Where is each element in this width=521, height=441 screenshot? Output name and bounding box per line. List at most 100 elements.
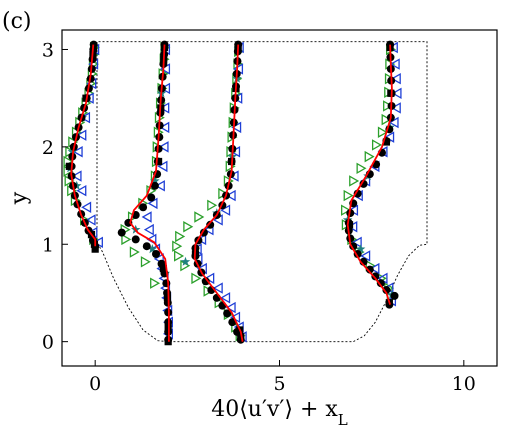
triangle-right-marker <box>121 233 132 246</box>
triangle-left-marker <box>81 201 92 213</box>
y-tick-label: 0 <box>42 332 54 354</box>
triangle-left-marker <box>212 282 223 294</box>
circle-marker <box>147 193 156 202</box>
triangle-right-marker <box>377 126 388 138</box>
star-marker <box>147 244 158 254</box>
profile-3 <box>341 40 402 309</box>
triangle-left-marker <box>390 72 401 85</box>
circle-marker <box>139 203 148 212</box>
axes: 0 5 10 0 1 2 3 <box>42 29 498 395</box>
triangle-left-marker <box>157 160 168 173</box>
triangle-right-marker <box>175 230 186 243</box>
circle-marker <box>236 335 245 344</box>
triangle-left-marker <box>143 223 154 236</box>
circle-marker <box>359 179 368 188</box>
triangle-right-marker <box>381 113 392 126</box>
triangle-left-marker <box>369 262 380 275</box>
triangle-left-marker <box>388 116 399 129</box>
triangle-right-marker <box>364 150 375 163</box>
triangle-left-marker <box>390 102 401 114</box>
star-marker <box>355 244 366 254</box>
x-tick-label: 5 <box>273 373 285 395</box>
triangle-left-marker <box>141 211 152 223</box>
star-marker <box>150 176 160 185</box>
plot-area <box>63 40 428 346</box>
triangle-right-marker <box>172 240 183 252</box>
triangle-left-marker <box>391 87 402 100</box>
triangle-right-marker <box>371 139 382 151</box>
triangle-left-marker <box>72 146 83 158</box>
triangle-left-marker <box>160 82 171 95</box>
circle-marker <box>163 288 172 297</box>
triangle-right-marker <box>349 175 360 187</box>
y-tick-label: 2 <box>42 137 54 159</box>
triangle-right-marker <box>129 246 140 258</box>
circle-marker <box>390 291 399 300</box>
profile-line <box>129 44 170 342</box>
triangle-right-marker <box>183 221 194 233</box>
circle-marker <box>142 242 151 251</box>
circle-marker <box>376 279 385 288</box>
circle-marker <box>382 286 391 295</box>
circle-marker <box>206 220 215 229</box>
profile-0 <box>63 40 103 253</box>
square-marker <box>163 294 172 302</box>
triangle-left-marker <box>71 170 82 182</box>
circle-marker <box>89 40 98 49</box>
panel-label: (c) <box>2 9 32 34</box>
x-tick-label: 10 <box>452 373 476 395</box>
triangle-left-marker <box>220 204 231 216</box>
triangle-left-marker <box>351 236 362 249</box>
triangle-right-marker <box>194 211 205 223</box>
triangle-right-marker <box>146 184 157 197</box>
geometry-outline <box>96 41 428 343</box>
triangle-left-marker <box>76 129 87 141</box>
circle-marker <box>131 235 140 244</box>
triangle-right-marker <box>191 272 202 285</box>
plot-frame <box>61 29 498 367</box>
triangle-left-marker <box>154 180 165 192</box>
triangle-left-marker <box>360 250 371 262</box>
triangle-left-marker <box>159 102 170 114</box>
triangle-left-marker <box>158 141 169 153</box>
triangle-left-marker <box>220 292 231 304</box>
x-tick-label: 0 <box>89 373 101 395</box>
y-tick-label: 3 <box>42 39 54 61</box>
triangle-right-marker <box>207 199 218 212</box>
triangle-left-marker <box>225 301 236 314</box>
y-tick-label: 1 <box>42 234 54 256</box>
square-marker <box>159 265 167 273</box>
triangle-left-marker <box>159 121 170 134</box>
triangle-right-marker <box>150 277 161 289</box>
triangle-right-marker <box>174 250 185 262</box>
triangle-left-marker <box>225 189 236 202</box>
circle-marker <box>353 189 362 198</box>
x-axis-label-subscript: L <box>338 411 348 429</box>
profile-line <box>70 44 97 247</box>
x-axis-label: 40⟨u′v′⟩ + xL <box>211 397 348 429</box>
circle-marker <box>157 259 166 268</box>
triangle-right-marker <box>341 204 352 216</box>
star-marker <box>180 256 191 266</box>
triangle-left-marker <box>85 214 96 226</box>
profile-2 <box>172 40 247 344</box>
triangle-left-marker <box>389 58 400 70</box>
circle-marker <box>117 228 126 237</box>
y-axis-label: y <box>7 191 32 205</box>
triangle-right-marker <box>356 162 367 175</box>
circle-marker <box>371 272 380 281</box>
profile-line <box>193 44 244 342</box>
circle-marker <box>201 277 210 286</box>
triangle-right-marker <box>343 189 354 202</box>
circle-marker <box>223 309 232 318</box>
circle-marker <box>150 181 159 190</box>
triangle-right-marker <box>140 256 151 268</box>
profile-1 <box>117 40 174 346</box>
triangle-right-marker <box>383 100 394 112</box>
circle-marker <box>152 250 161 258</box>
profile-line <box>346 44 393 305</box>
triangle-left-marker <box>80 111 91 124</box>
circle-marker <box>365 265 374 274</box>
triangle-left-marker <box>76 184 87 197</box>
